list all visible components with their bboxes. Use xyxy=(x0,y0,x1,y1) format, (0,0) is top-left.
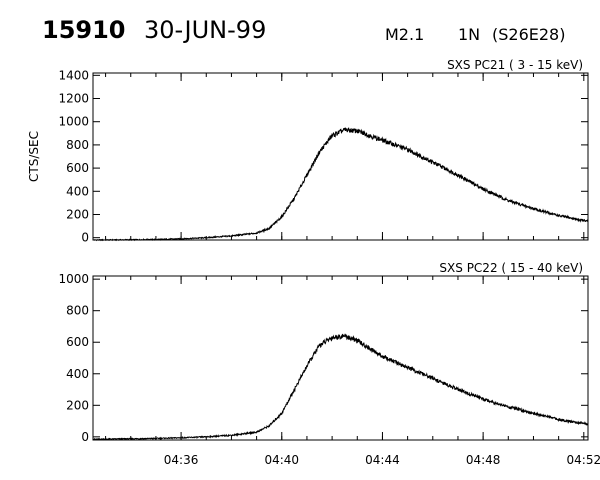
x-tick-label: 04:36 xyxy=(164,453,199,467)
optical-class: 1N xyxy=(458,25,480,44)
series-line xyxy=(92,333,589,441)
plot-frame xyxy=(92,275,589,441)
x-tick-label: 04:40 xyxy=(264,453,299,467)
y-tick-label: 600 xyxy=(66,161,89,175)
flare-location: (S26E28) xyxy=(492,25,565,44)
panel-pc22: SXS PC22 ( 15 - 40 keV) 0 200 400 600 800 1000… xyxy=(58,261,600,467)
y-axis-label: CTS/SEC xyxy=(27,131,41,182)
event-id: 15910 xyxy=(42,16,126,44)
y-tick-label: 800 xyxy=(66,138,89,152)
y-tick-label: 600 xyxy=(66,335,89,349)
y-tick-label: 0 xyxy=(81,430,89,444)
y-tick-label: 1000 xyxy=(58,272,89,286)
flare-class: M2.1 xyxy=(385,25,424,44)
y-tick-label: 0 xyxy=(81,231,89,245)
panel-title: SXS PC21 ( 3 - 15 keV) xyxy=(447,58,583,72)
x-tick-label: 04:44 xyxy=(365,453,400,467)
event-date: 30-JUN-99 xyxy=(144,16,266,44)
y-tick-label: 400 xyxy=(66,367,89,381)
y-tick-label: 200 xyxy=(66,207,89,221)
x-tick-label: 04:48 xyxy=(466,453,501,467)
series-line xyxy=(92,127,589,242)
panel-title: SXS PC22 ( 15 - 40 keV) xyxy=(439,261,583,275)
plot-frame xyxy=(92,72,589,241)
x-tick-label: 04:52 xyxy=(567,453,600,467)
y-tick-label: 1000 xyxy=(58,115,89,129)
y-tick-label: 800 xyxy=(66,304,89,318)
panel-pc21: SXS PC21 ( 3 - 15 keV) CTS/SEC 0 200 400 600 8… xyxy=(27,58,589,245)
y-tick-label: 200 xyxy=(66,398,89,412)
y-tick-label: 1200 xyxy=(58,92,89,106)
y-tick-label: 1400 xyxy=(58,68,89,82)
y-tick-label: 400 xyxy=(66,184,89,198)
